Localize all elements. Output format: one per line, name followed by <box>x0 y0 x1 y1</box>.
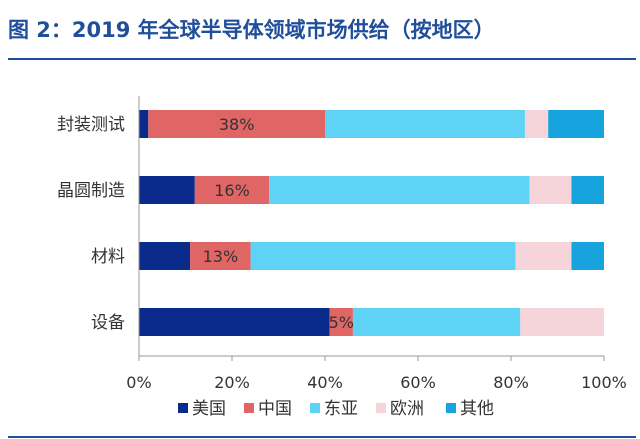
data-label-2: 13% <box>203 247 239 266</box>
data-labels: 38% 16% 13% 5% <box>203 115 354 332</box>
data-label-3: 5% <box>329 313 354 332</box>
bottom-divider <box>8 436 636 438</box>
data-label-0: 38% <box>219 115 255 134</box>
bar-segment-0-2 <box>325 110 525 138</box>
x-tick-label-2: 40% <box>307 373 343 392</box>
bar-segment-0-0 <box>139 110 149 138</box>
bar-segment-1-0 <box>139 176 195 204</box>
x-tick-label-3: 60% <box>400 373 436 392</box>
legend: 美国 中国 东亚 欧洲 其他 <box>178 399 494 419</box>
bar-segment-1-1 <box>194 176 270 204</box>
legend-swatch-1 <box>244 403 254 413</box>
legend-label-3: 欧洲 <box>390 399 424 419</box>
x-tick-label-1: 20% <box>214 373 250 392</box>
legend-swatch-2 <box>310 403 320 413</box>
x-axis: 0% 20% 40% 60% 80% 100% <box>126 96 627 392</box>
category-label-0: 封装测试 <box>57 115 125 135</box>
bar-segment-2-4 <box>571 242 604 270</box>
bar-segment-3-3 <box>520 308 604 336</box>
bar-segment-2-2 <box>250 242 516 270</box>
bar-segment-2-1 <box>190 242 251 270</box>
bar-segment-2-3 <box>515 242 572 270</box>
legend-label-0: 美国 <box>192 399 226 419</box>
bar-segment-1-4 <box>571 176 604 204</box>
category-label-1: 晶圆制造 <box>57 181 125 201</box>
legend-swatch-4 <box>446 403 456 413</box>
bar-segment-0-3 <box>524 110 549 138</box>
legend-label-4: 其他 <box>460 399 494 419</box>
bar-group <box>139 110 604 336</box>
x-tick-label-5: 100% <box>581 373 627 392</box>
bar-segment-1-3 <box>529 176 572 204</box>
data-label-1: 16% <box>214 181 250 200</box>
legend-label-1: 中国 <box>258 399 292 419</box>
bar-segment-0-1 <box>148 110 325 138</box>
legend-swatch-3 <box>376 403 386 413</box>
title-divider <box>8 58 636 60</box>
category-label-3: 设备 <box>91 313 125 333</box>
figure-title: 图 2：2019 年全球半导体领域市场供给（按地区） <box>8 18 495 42</box>
bar-segment-2-0 <box>139 242 191 270</box>
category-label-2: 材料 <box>91 247 125 267</box>
bar-segment-3-0 <box>139 308 330 336</box>
x-tick-label-0: 0% <box>126 373 151 392</box>
bar-segment-0-4 <box>548 110 604 138</box>
bar-segment-1-2 <box>269 176 530 204</box>
legend-swatch-0 <box>178 403 188 413</box>
bar-segment-3-2 <box>352 308 521 336</box>
x-tick-label-4: 80% <box>493 373 529 392</box>
legend-label-2: 东亚 <box>324 399 358 419</box>
bar-segment-3-1 <box>329 308 353 336</box>
